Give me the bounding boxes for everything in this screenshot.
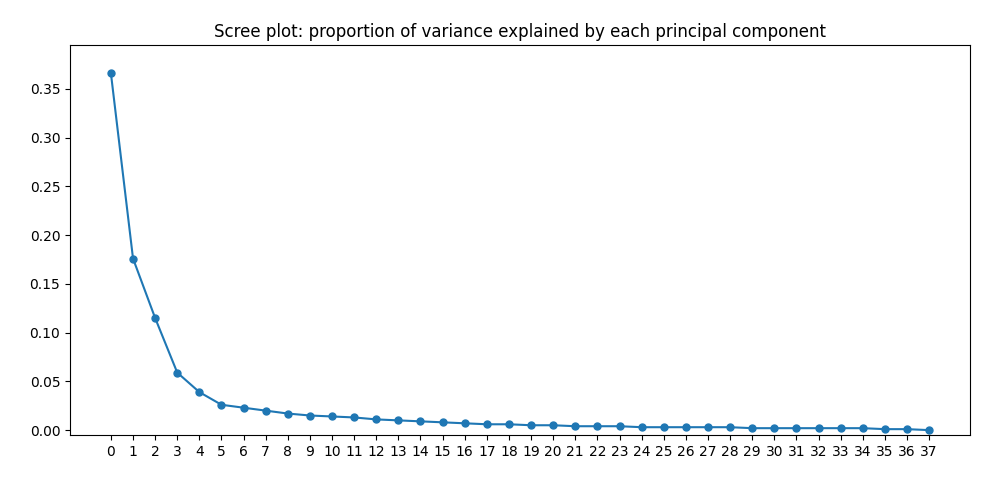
Title: Scree plot: proportion of variance explained by each principal component: Scree plot: proportion of variance expla… xyxy=(214,22,826,40)
